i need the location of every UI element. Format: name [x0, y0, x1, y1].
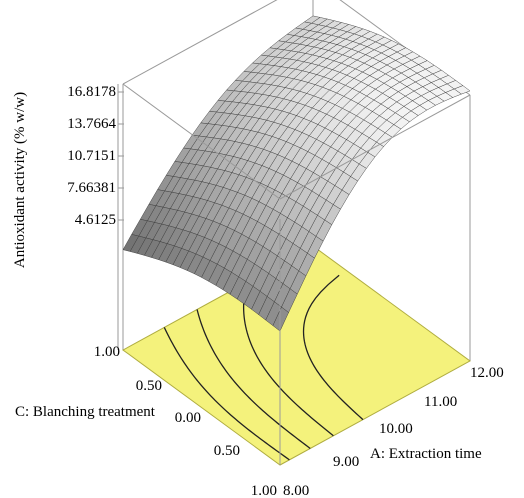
z-axis-ticks: 4.6125 7.66381 10.7151 13.7664 16.8178	[67, 84, 116, 228]
x-tick-label: 8.00	[283, 483, 309, 498]
contour-line	[302, 274, 364, 421]
z-tick-label: 7.66381	[67, 180, 116, 196]
y-axis-ticks: 1.00 0.50 0.00 0.50 1.00	[94, 344, 277, 498]
x-axis-label: A: Extraction time	[370, 446, 482, 462]
frame-edge	[122, 83, 281, 200]
floor-contours	[163, 274, 364, 461]
front-frame	[117, 83, 471, 465]
y-tick-label: 0.50	[214, 443, 240, 459]
x-tick-label: 11.00	[424, 394, 457, 410]
x-tick-label: 12.00	[470, 365, 504, 381]
contour-line	[196, 309, 311, 449]
z-tick-label: 4.6125	[75, 212, 116, 228]
frame-edge	[122, 0, 278, 85]
x-axis-ticks: 8.00 9.00 10.00 11.00 12.00	[283, 365, 504, 498]
frame-edge	[279, 94, 471, 200]
contour-line	[242, 281, 334, 437]
z-tick-label: 13.7664	[67, 116, 116, 132]
x-tick-label: 10.00	[379, 421, 413, 437]
z-axis-label: Antioxidant activity (% w/w)	[12, 92, 28, 268]
response-surface	[122, 15, 471, 332]
y-tick-label: 1.00	[94, 344, 120, 360]
y-tick-label: 0.50	[136, 378, 162, 394]
y-tick-label: 0.00	[175, 410, 201, 426]
x-tick-label: 9.00	[333, 454, 359, 470]
y-axis-label: C: Blanching treatment	[15, 404, 156, 420]
z-tick-label: 10.7151	[67, 148, 116, 164]
z-tick-label: 16.8178	[67, 84, 116, 100]
y-tick-label: 1.00	[251, 483, 277, 498]
contour-line	[163, 327, 290, 461]
surface-cell	[272, 306, 289, 332]
